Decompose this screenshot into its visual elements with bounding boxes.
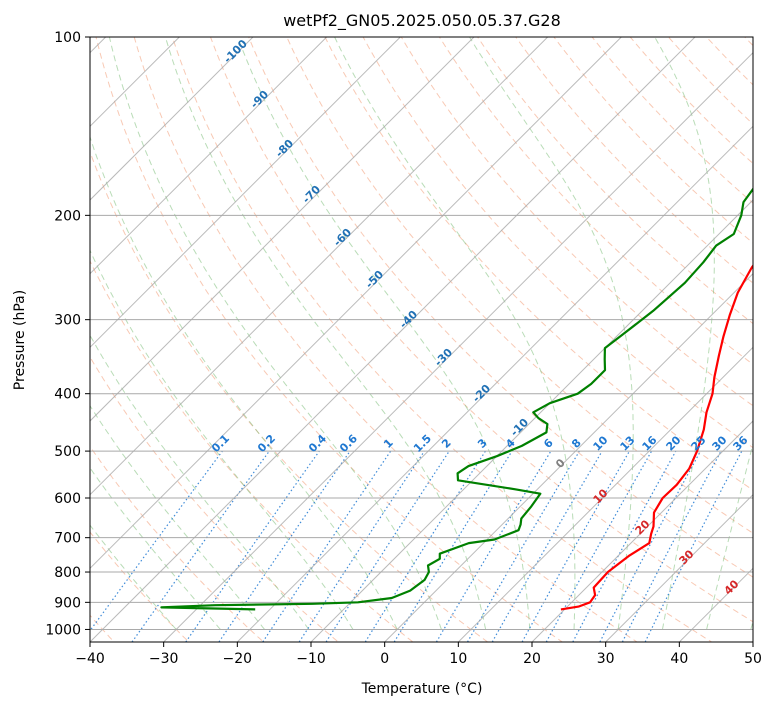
mixing-ratio-line [572, 450, 677, 642]
temperature-profile-line [560, 263, 753, 611]
isotherm-line [90, 37, 254, 201]
isotherm-line [90, 37, 475, 422]
moist-adiabat-line [108, 37, 442, 630]
y-tick-label: 900 [54, 595, 81, 611]
moist-adiabat-line [164, 37, 487, 630]
dry-adiabat-line [90, 445, 265, 642]
x-tick-label: 40 [670, 651, 688, 667]
isotherm-line [310, 199, 753, 642]
dry-adiabat-line [171, 37, 713, 642]
dry-adiabat-line [248, 37, 753, 578]
moist-adiabat-line [90, 467, 221, 630]
y-tick-label: 200 [54, 208, 81, 224]
mixing-ratio-line [262, 450, 392, 642]
dry-adiabat-line [90, 259, 414, 642]
moist-adiabat-line [468, 37, 634, 630]
moist-adiabat-line [334, 37, 576, 630]
moist-adiabat-line [90, 135, 398, 630]
moist-adiabat-line [90, 404, 265, 630]
y-axis-title: Pressure (hPa) [12, 290, 28, 390]
mixing-ratio-line [644, 450, 743, 642]
y-tick-label: 300 [54, 313, 81, 329]
x-axis: −40 −30 −20 −10 0 10 20 30 40 50 [75, 642, 762, 667]
y-tick-label: 400 [54, 387, 81, 403]
isotherm-line [90, 37, 328, 275]
mixing-ratio-line [90, 450, 223, 632]
x-tick-label: −30 [149, 651, 179, 667]
x-tick-label: 0 [380, 651, 389, 667]
mixing-ratio-line [325, 450, 450, 642]
y-tick-label: 800 [54, 565, 81, 581]
y-tick-label: 700 [54, 531, 81, 547]
moist-adiabat-line [654, 37, 715, 630]
background-lines [90, 24, 775, 654]
x-tick-label: −40 [75, 651, 105, 667]
x-tick-label: −20 [223, 651, 253, 667]
x-axis-title: Temperature (°C) [361, 681, 483, 697]
dry-adiabat-line [90, 531, 190, 642]
x-tick-label: 50 [744, 651, 762, 667]
mixing-ratio-line [298, 450, 425, 642]
isotherm-line [236, 125, 753, 642]
dry-adiabat-line [90, 356, 340, 642]
isotherm-line [531, 420, 753, 642]
dry-adiabat-line [477, 37, 753, 325]
dry-adiabat-line [95, 37, 564, 642]
x-tick-label: 30 [597, 651, 615, 667]
isotherm-line [90, 37, 401, 349]
isotherm-line [90, 37, 622, 570]
dewpoint-profile-line [160, 187, 753, 611]
mixing-ratio-line [521, 450, 631, 642]
y-tick-label: 1000 [45, 622, 81, 638]
plot-frame [89, 36, 754, 643]
dry-adiabat-line [133, 37, 638, 642]
x-tick-label: −10 [296, 651, 326, 667]
dry-adiabat-line [209, 37, 753, 623]
moist-adiabat-line [706, 441, 753, 630]
mixing-ratio-line [393, 450, 513, 642]
moist-adiabat-line [237, 37, 531, 630]
isobar-grid [90, 37, 753, 630]
dry-adiabat-line [400, 37, 753, 407]
y-tick-label: 500 [54, 444, 81, 460]
mixing-ratio-line [131, 450, 270, 642]
x-tick-label: 20 [523, 651, 541, 667]
moist-adiabat-line [90, 249, 354, 630]
y-tick-label: 100 [54, 30, 81, 46]
moist-adiabat-line [90, 334, 310, 630]
y-tick-label: 600 [54, 491, 81, 507]
isotherm-line [457, 346, 753, 642]
isotherm-line [90, 37, 549, 496]
dry-adiabat-line [286, 37, 753, 534]
dry-adiabat-line [438, 37, 753, 366]
mixing-ratio-line [185, 450, 320, 642]
mixing-ratio-line [218, 450, 351, 642]
mixing-ratio-line [545, 450, 653, 642]
chart-title: wetPf2_GN05.2025.050.05.37.G28 [283, 11, 561, 31]
isotherm-line [163, 51, 753, 642]
dry-adiabat-line [770, 24, 775, 654]
x-tick-label: 10 [449, 651, 467, 667]
y-axis: 100 200 300 400 500 600 700 800 900 1000 [45, 30, 90, 638]
moist-adiabat-line [750, 619, 753, 630]
moist-adiabat-line [90, 524, 177, 630]
profile-lines [160, 187, 753, 611]
isotherm-line [605, 493, 753, 642]
isotherm-line [752, 641, 753, 642]
isotherm-line [90, 37, 696, 642]
